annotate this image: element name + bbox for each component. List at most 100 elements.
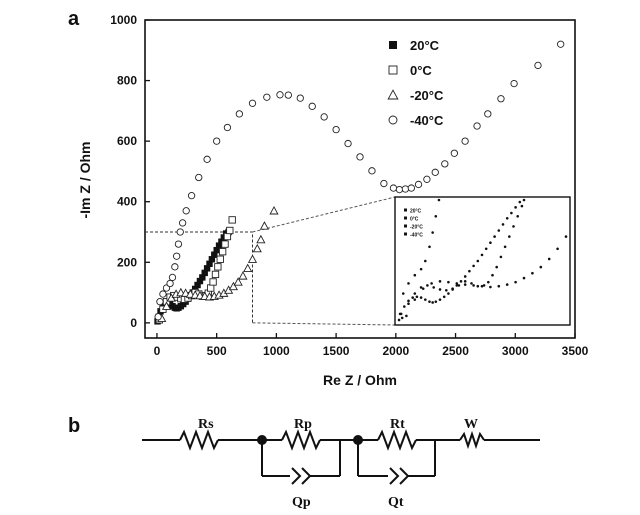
data-point xyxy=(332,125,340,134)
inset-data-point xyxy=(522,276,526,280)
data-point xyxy=(156,298,164,306)
inset-data-point xyxy=(455,282,459,285)
x-tick-label: 500 xyxy=(207,344,227,358)
inset-data-point xyxy=(489,241,492,244)
inset-data-point xyxy=(401,292,405,295)
data-point xyxy=(223,123,232,132)
data-point xyxy=(401,185,410,193)
resistor-rp xyxy=(281,429,321,451)
inset-data-point xyxy=(424,259,427,263)
data-point xyxy=(187,192,196,200)
data-point xyxy=(223,232,232,241)
data-point xyxy=(461,137,469,145)
data-point xyxy=(215,242,223,249)
data-point xyxy=(450,149,459,157)
data-point xyxy=(218,248,227,256)
inset-data-point xyxy=(426,284,429,287)
data-point xyxy=(296,94,304,102)
inset-data-point xyxy=(484,247,488,251)
inset-data-point xyxy=(442,295,446,299)
axis-ticks xyxy=(145,19,576,338)
inset-data-point xyxy=(493,235,496,238)
inset-data-point xyxy=(419,286,423,289)
data-point xyxy=(168,273,177,282)
inset-data-point xyxy=(413,298,417,301)
inset-data-point xyxy=(411,296,415,299)
data-point xyxy=(248,99,257,107)
inset-data-point xyxy=(520,204,524,208)
data-point xyxy=(173,252,181,260)
x-tick-label: 1000 xyxy=(263,344,290,358)
data-point xyxy=(178,219,187,227)
data-point xyxy=(389,184,398,192)
inset-data-point xyxy=(431,301,434,304)
data-point xyxy=(182,207,190,215)
inset-data-point xyxy=(510,211,513,215)
data-point xyxy=(368,167,376,175)
data-point xyxy=(423,175,431,183)
inset-data-point xyxy=(514,206,517,209)
data-point xyxy=(228,216,236,224)
x-tick-label: 2500 xyxy=(442,344,469,358)
data-point xyxy=(243,263,253,272)
legend: 20°C 0°C -20°C -40°C xyxy=(387,38,444,128)
y-tick-labels: 0 200 400 600 800 1000 xyxy=(110,13,137,330)
data-point xyxy=(534,61,542,70)
inset-legend-label: 20°C xyxy=(410,209,422,215)
inset-data-point xyxy=(472,264,475,268)
data-point xyxy=(206,260,213,267)
data-point xyxy=(211,251,218,258)
inset-series-2 xyxy=(405,235,568,318)
data-point xyxy=(221,240,229,248)
label-rt: Rt xyxy=(390,417,405,432)
legend-label: -20°C xyxy=(410,88,444,103)
data-point xyxy=(159,290,167,298)
inset-data-point xyxy=(482,284,486,287)
y-tick-label: 1000 xyxy=(110,13,137,27)
zoom-connector-bottom xyxy=(252,322,396,326)
inset-data-point xyxy=(434,300,438,303)
data-point xyxy=(247,254,258,263)
x-tick-label: 2000 xyxy=(382,344,409,358)
inset-data-point xyxy=(407,299,410,303)
inset-data-point xyxy=(447,292,450,295)
legend-marker xyxy=(387,89,399,100)
y-tick-label: 400 xyxy=(117,195,137,209)
inset-data-point xyxy=(421,287,425,290)
inset-data-point xyxy=(455,284,459,287)
inset-data-point xyxy=(428,300,431,303)
inset-legend-marker xyxy=(404,224,407,228)
data-series xyxy=(154,40,565,325)
label-qp: Qp xyxy=(292,495,311,510)
data-point xyxy=(320,113,328,121)
inset-data-point xyxy=(539,265,543,269)
inset-data-point xyxy=(514,280,517,284)
inset-data-point xyxy=(480,253,484,257)
inset-data-point xyxy=(463,283,467,286)
inset-data-point xyxy=(428,245,431,249)
inset-data-point xyxy=(405,314,408,318)
data-point xyxy=(407,184,416,192)
inset-data-point xyxy=(476,259,480,263)
inset-data-point xyxy=(397,318,401,322)
inset-legend-marker xyxy=(404,216,407,220)
data-point xyxy=(166,279,174,288)
inset-data-point xyxy=(413,292,417,295)
data-point xyxy=(380,179,388,188)
inset-data-point xyxy=(419,267,423,271)
x-tick-label: 0 xyxy=(154,344,161,358)
inset-legend-marker xyxy=(404,208,407,212)
inset-data-point xyxy=(476,284,480,288)
inset-data-point xyxy=(522,198,526,202)
data-point xyxy=(510,79,518,88)
inset-plot: 20°C 0°C -20°C -40°C xyxy=(394,196,571,326)
inset-legend-label: -40°C xyxy=(410,233,423,239)
data-point xyxy=(284,91,292,99)
inset-data-point xyxy=(419,296,423,299)
inset-data-point xyxy=(501,223,505,226)
inset-data-point xyxy=(438,288,442,291)
inset-data-point xyxy=(463,275,467,278)
inset-data-point xyxy=(445,288,448,292)
inset-data-point xyxy=(470,282,473,285)
inset-data-point xyxy=(463,280,467,283)
